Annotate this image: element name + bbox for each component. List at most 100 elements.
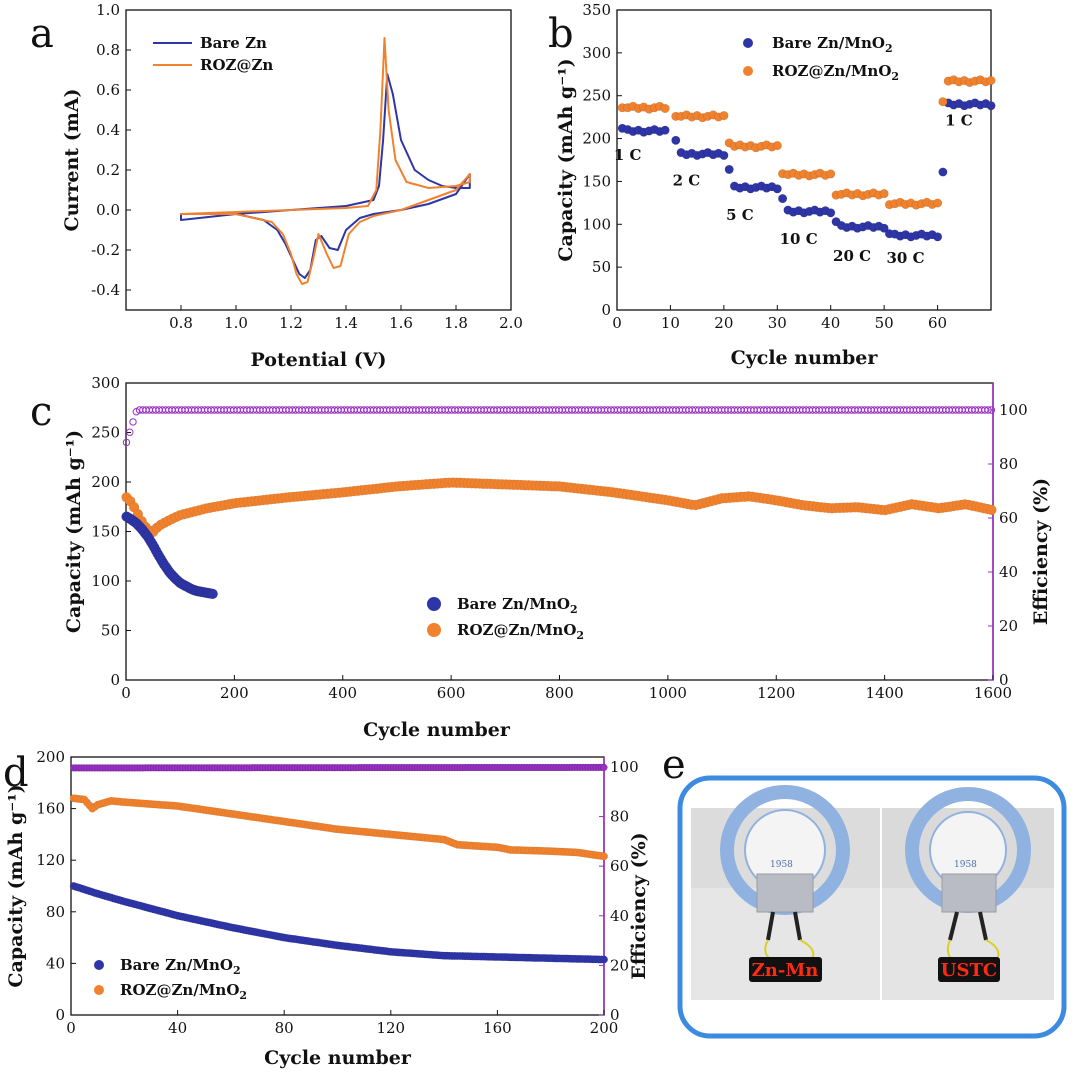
plot-frame (616, 9, 992, 311)
a-legend-label: ROZ@Zn (200, 56, 273, 74)
b-point-bare (986, 101, 996, 111)
b-rate-label: 30 C (886, 249, 924, 267)
c-efficiency-point (984, 406, 992, 414)
logo-year-left: 1958 (770, 860, 793, 870)
d-xtick-label: 200 (590, 1019, 619, 1037)
d-y2tick-label: 0 (610, 1006, 620, 1024)
c-y2tick-label: 0 (999, 671, 1009, 689)
d-legend-label: ROZ@Zn/MnO2 (120, 981, 247, 1002)
d-y2tick-label: 60 (610, 857, 629, 875)
d-ytick-label: 160 (36, 800, 65, 818)
c-y2tick-label: 20 (999, 617, 1018, 635)
b-rate-label: 2 C (673, 172, 701, 190)
led-text-right: USTC (941, 960, 997, 981)
c-y-axis-label: Capacity (mAh g⁻¹) (63, 430, 85, 633)
a-legend-label: Bare Zn (200, 34, 267, 52)
a-x-axis-label: Potential (V) (251, 349, 387, 371)
c-ytick-label: 150 (91, 523, 120, 541)
a-ytick-label: 1.0 (96, 1, 120, 19)
d-y2tick-label: 40 (610, 907, 629, 925)
c-y2tick-label: 40 (999, 563, 1018, 581)
b-ytick-label: 200 (582, 130, 611, 148)
b-point-bare (719, 150, 729, 160)
b-point-roz (986, 75, 996, 86)
c-legend-label: ROZ@Zn/MnO2 (457, 621, 584, 642)
d-y2tick-label: 20 (610, 956, 629, 974)
b-point-bare (671, 135, 681, 145)
b-point-bare (724, 164, 734, 174)
b-xtick-label: 0 (612, 314, 622, 332)
c-efficiency-point (122, 438, 131, 447)
b-point-bare (879, 223, 889, 233)
c-point-bare (207, 588, 218, 600)
b-ytick-label: 250 (582, 87, 611, 105)
b-point-bare (938, 167, 948, 177)
d-legend-marker (94, 985, 104, 995)
d-legend-marker (94, 960, 104, 970)
c-point-roz (986, 504, 997, 516)
a-ytick-label: 0.6 (96, 81, 120, 99)
b-ytick-label: 0 (601, 301, 611, 319)
c-xtick-label: 600 (437, 684, 466, 702)
b-point-roz (719, 110, 729, 121)
a-xtick-label: 2.0 (499, 314, 523, 332)
photo-panel-e: 1958 Zn-Mn 1958 USTC (677, 775, 1067, 1039)
panel-label-b: b (548, 11, 574, 57)
chart-panel-b: 0 10 20 30 40 50 60 0 50 100 150 200 250 300 350 1 C 2 C… (555, 1, 996, 369)
d-xtick-label: 40 (168, 1019, 187, 1037)
c-xtick-label: 400 (328, 684, 357, 702)
a-ytick-label: -0.4 (91, 281, 120, 299)
b-ytick-label: 150 (582, 172, 611, 190)
b-legend-label: Bare Zn/MnO2 (772, 34, 893, 55)
b-ytick-label: 100 (582, 215, 611, 233)
c-ytick-label: 0 (110, 671, 120, 689)
c-y2tick-label: 100 (999, 401, 1028, 419)
c-xtick-label: 1200 (757, 684, 795, 702)
c-efficiency-point (126, 428, 134, 436)
led-badge-right (938, 957, 1000, 982)
d-ytick-label: 80 (46, 903, 65, 921)
c-xtick-label: 0 (121, 684, 131, 702)
c-legend-marker (427, 597, 441, 611)
d-y2tick-label: 80 (610, 808, 629, 826)
b-point-bare (777, 194, 788, 204)
c-y2tick-label: 80 (999, 455, 1018, 473)
led-badge-left (749, 957, 822, 982)
c-xtick-label: 1400 (866, 684, 904, 702)
b-x-axis-label: Cycle number (731, 347, 879, 369)
b-ytick-label: 350 (582, 1, 611, 19)
a-y-axis-label: Current (mA) (61, 88, 83, 231)
c-xtick-label: 1000 (649, 684, 687, 702)
d-ytick-label: 120 (36, 851, 65, 869)
b-point-roz (932, 198, 943, 208)
cv-curve-roz-zn (180, 37, 471, 285)
b-xtick-label: 30 (768, 314, 787, 332)
c-xtick-label: 200 (220, 684, 249, 702)
c-y2tick-label: 60 (999, 509, 1018, 527)
c-legend-marker (427, 623, 441, 637)
photo-left: 1958 Zn-Mn (691, 785, 880, 1000)
b-point-bare (826, 208, 836, 218)
a-xtick-label: 1.8 (444, 314, 468, 332)
a-xtick-label: 0.8 (169, 314, 193, 332)
b-point-bare (660, 125, 670, 135)
pouch-cell-right (941, 873, 997, 913)
c-efficiency-point (987, 406, 996, 414)
d-ytick-label: 0 (55, 1006, 65, 1024)
cv-curve-bare-zn (180, 73, 471, 279)
c-ytick-label: 200 (91, 473, 120, 491)
b-point-roz (938, 97, 948, 107)
c-x-axis-label: Cycle number (363, 719, 511, 741)
d-y2tick-label: 100 (610, 758, 639, 776)
logo-year-right: 1958 (954, 860, 977, 870)
b-point-bare (772, 184, 782, 194)
c-xtick-label: 1600 (974, 684, 1012, 702)
c-ytick-label: 50 (101, 622, 120, 640)
a-ytick-label: 0.0 (96, 201, 120, 219)
d-y-axis-label: Capacity (mAh g⁻¹) (5, 784, 27, 987)
c-ytick-label: 250 (91, 424, 120, 442)
d-ytick-label: 200 (36, 748, 65, 766)
a-ytick-label: -0.2 (91, 241, 120, 259)
chart-panel-c: 0 200 400 600 800 1000 1200 1400 160005010015020… (63, 374, 1052, 741)
